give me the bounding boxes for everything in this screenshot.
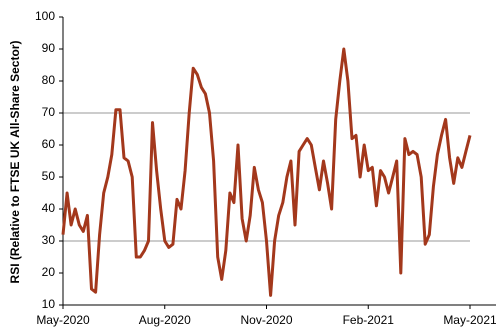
y-axis-label: RSI (Relative to FTSE UK All-Share Secto… xyxy=(8,41,22,284)
x-tick-label: Aug-2020 xyxy=(139,313,191,327)
x-tick-label: Nov-2020 xyxy=(240,313,292,327)
line xyxy=(61,47,472,297)
y-tick-label: 50 xyxy=(42,169,56,183)
y-tick-label: 30 xyxy=(42,233,56,247)
y-tick-label: 100 xyxy=(35,9,55,23)
y-tick-label: 80 xyxy=(42,73,56,87)
y-tick-label: 10 xyxy=(42,297,56,311)
y-tick-label: 70 xyxy=(42,105,56,119)
y-tick-label: 60 xyxy=(42,137,56,151)
y-tick-label: 90 xyxy=(42,41,56,55)
x-tick-label: Feb-2021 xyxy=(343,313,395,327)
y-tick-label: 20 xyxy=(42,265,56,279)
x-tick-label: May-2021 xyxy=(443,313,496,327)
y-tick-label: 40 xyxy=(42,201,56,215)
x-tick-label: May-2020 xyxy=(36,313,90,327)
